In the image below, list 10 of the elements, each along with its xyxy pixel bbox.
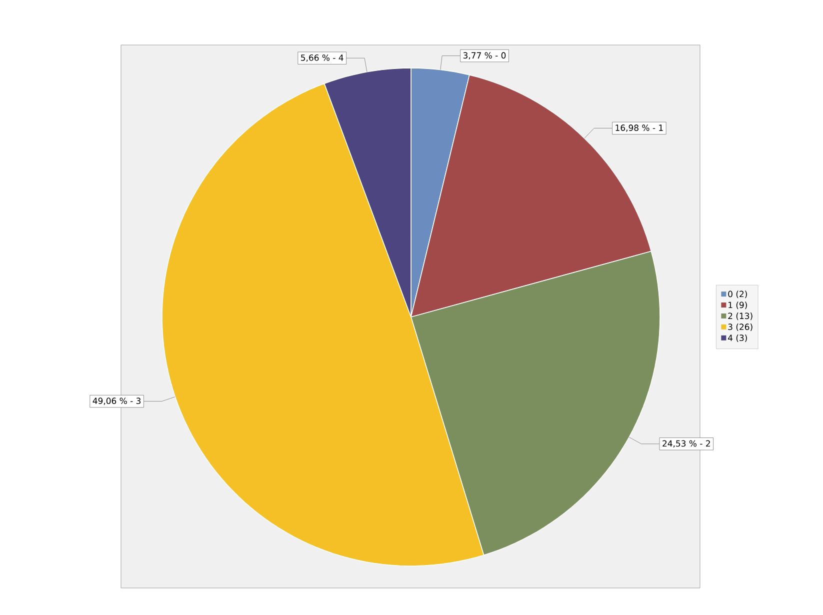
legend-label: 4 (3): [728, 334, 747, 342]
legend-label: 2 (13): [728, 312, 752, 320]
data-label: 16,98 % - 1: [616, 124, 663, 132]
legend-label: 1 (9): [728, 302, 747, 310]
data-label: 3,77 % - 0: [463, 52, 506, 60]
legend-label: 0 (2): [728, 290, 747, 298]
legend-label: 3 (26): [728, 324, 752, 332]
data-label: 24,53 % - 2: [662, 440, 710, 448]
data-label: 49,06 % - 3: [92, 398, 141, 405]
data-label: 5,66 % - 4: [301, 54, 344, 62]
